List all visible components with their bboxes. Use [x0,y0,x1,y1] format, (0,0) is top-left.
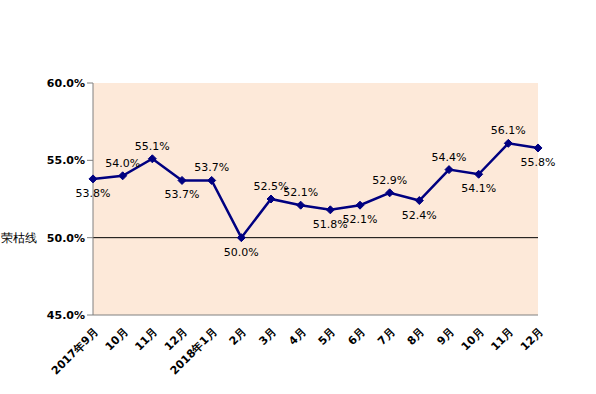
svg-text:52.1%: 52.1% [343,213,378,226]
svg-text:9月: 9月 [434,326,456,348]
svg-text:6月: 6月 [345,326,367,348]
svg-text:荣枯线: 荣枯线 [8,231,37,245]
svg-text:2017年9月: 2017年9月 [49,326,101,378]
svg-text:5月: 5月 [316,326,338,348]
svg-text:2018年1月: 2018年1月 [168,326,220,378]
svg-text:53.7%: 53.7% [165,188,200,201]
svg-text:7月: 7月 [375,326,397,348]
svg-text:11月: 11月 [132,326,160,354]
svg-text:52.5%: 52.5% [253,180,289,193]
svg-text:52.1%: 52.1% [283,186,318,199]
svg-text:10月: 10月 [459,326,487,354]
svg-text:55.0%: 55.0% [47,154,85,167]
svg-text:45.0%: 45.0% [47,309,85,322]
svg-text:54.4%: 54.4% [432,151,467,164]
svg-text:60.0%: 60.0% [47,77,85,90]
svg-text:12月: 12月 [518,326,546,354]
svg-text:54.0%: 54.0% [105,157,140,170]
svg-text:12月: 12月 [162,325,190,354]
svg-text:52.4%: 52.4% [402,209,437,222]
svg-text:54.1%: 54.1% [461,182,496,195]
svg-text:50.0%: 50.0% [224,246,259,259]
svg-text:11月: 11月 [488,326,516,354]
svg-text:8月: 8月 [405,326,427,348]
svg-text:55.1%: 55.1% [135,140,170,153]
svg-text:10月: 10月 [103,326,131,354]
svg-text:51.8%: 51.8% [312,217,348,231]
svg-text:55.8%: 55.8% [521,156,556,169]
svg-text:4月: 4月 [286,326,308,348]
svg-text:2月: 2月 [227,326,249,348]
svg-text:50.0%: 50.0% [47,232,85,245]
svg-text:3月: 3月 [256,326,278,348]
svg-text:53.7%: 53.7% [194,161,229,174]
svg-text:53.8%: 53.8% [76,187,111,200]
svg-text:56.1%: 56.1% [491,124,526,137]
svg-text:52.9%: 52.9% [372,174,407,187]
